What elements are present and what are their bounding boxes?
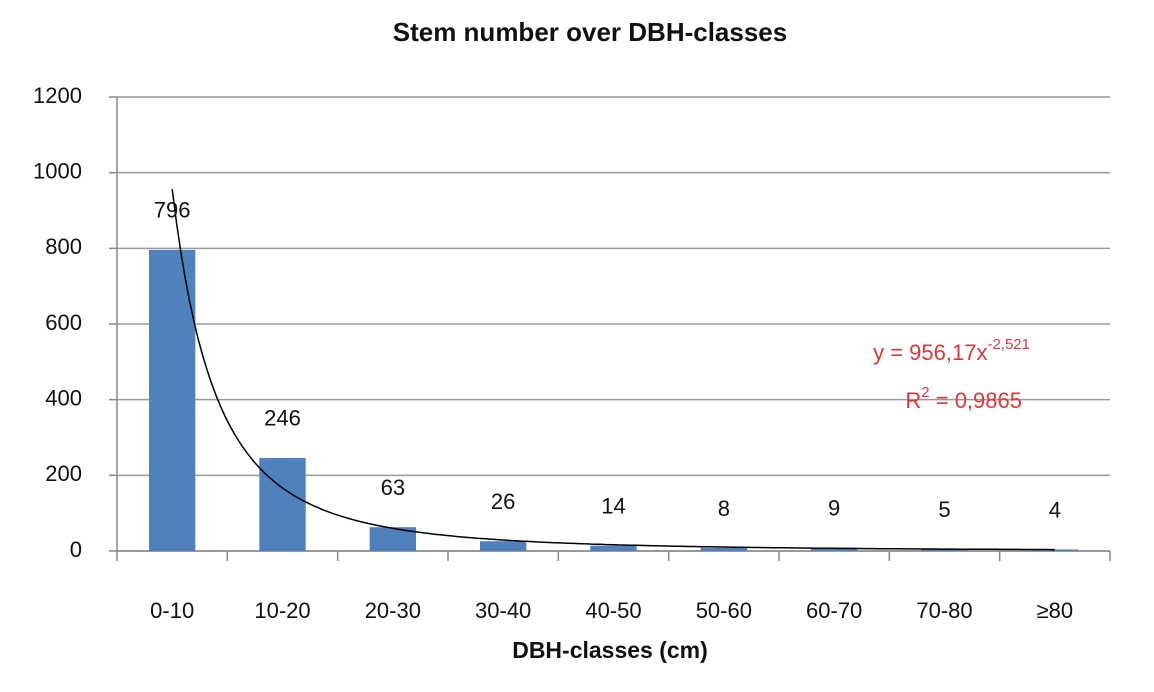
bar bbox=[148, 249, 196, 551]
data-label: 246 bbox=[264, 406, 301, 431]
x-tick-label: 30-40 bbox=[475, 598, 531, 623]
x-tick-label: 50-60 bbox=[696, 598, 752, 623]
data-label: 4 bbox=[1049, 497, 1061, 522]
y-tick-label: 200 bbox=[45, 461, 82, 486]
r2-sup: 2 bbox=[921, 384, 929, 401]
data-label: 9 bbox=[828, 495, 840, 520]
trendline bbox=[171, 189, 1055, 551]
data-label: 5 bbox=[938, 497, 950, 522]
data-label: 14 bbox=[601, 494, 625, 519]
trendline-equation: y = 956,17x-2,521 bbox=[873, 336, 1030, 365]
bar bbox=[921, 549, 968, 551]
x-tick-label: 0-10 bbox=[150, 598, 194, 623]
x-tick-label: 10-20 bbox=[254, 598, 310, 623]
data-label: 8 bbox=[718, 496, 730, 521]
y-tick-label: 600 bbox=[45, 310, 82, 335]
x-tick-label: 20-30 bbox=[365, 598, 421, 623]
y-tick-label: 1200 bbox=[33, 83, 82, 108]
data-label: 26 bbox=[491, 489, 515, 514]
r2-base: R bbox=[905, 388, 921, 413]
x-tick-label: 70-80 bbox=[916, 598, 972, 623]
trendline-r2: R2 = 0,9865 bbox=[905, 384, 1022, 413]
data-label: 796 bbox=[154, 198, 191, 223]
bar bbox=[1031, 549, 1079, 551]
bar bbox=[479, 541, 527, 551]
data-label: 63 bbox=[381, 475, 405, 500]
y-tick-label: 400 bbox=[45, 385, 82, 410]
y-tick-label: 800 bbox=[45, 234, 82, 259]
r2-value: = 0,9865 bbox=[930, 388, 1022, 413]
x-tick-label: 40-50 bbox=[585, 598, 641, 623]
x-tick-label: 60-70 bbox=[806, 598, 862, 623]
equation-base: y = 956,17x bbox=[873, 340, 987, 365]
x-axis-title: DBH-classes (cm) bbox=[512, 637, 708, 663]
chart-title: Stem number over DBH-classes bbox=[393, 17, 787, 47]
bar bbox=[369, 527, 417, 551]
bar bbox=[700, 547, 748, 551]
y-tick-label: 0 bbox=[70, 537, 82, 562]
bar bbox=[810, 547, 858, 551]
y-tick-label: 1000 bbox=[33, 158, 82, 183]
bar bbox=[259, 457, 306, 551]
bar bbox=[590, 545, 637, 551]
x-tick-label: ≥80 bbox=[1037, 598, 1074, 623]
equation-exponent: -2,521 bbox=[987, 336, 1030, 353]
